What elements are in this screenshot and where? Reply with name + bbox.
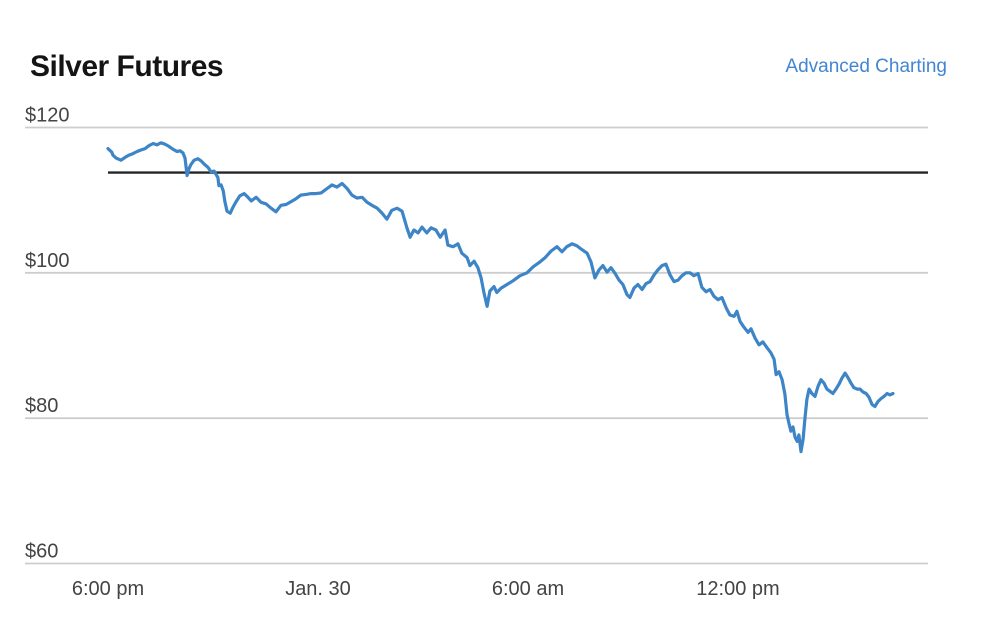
y-tick-label: $120 (25, 105, 70, 127)
x-tick-label: Jan. 30 (285, 578, 351, 600)
advanced-charting-link[interactable]: Advanced Charting (785, 56, 947, 77)
y-tick-label: $100 (25, 250, 70, 272)
x-tick-label: 6:00 pm (72, 578, 144, 600)
y-tick-label: $60 (25, 541, 58, 563)
x-tick-label: 6:00 am (492, 578, 564, 600)
page-title: Silver Futures (30, 50, 224, 83)
x-tick-label: 12:00 pm (696, 578, 779, 600)
y-tick-label: $80 (25, 395, 58, 417)
price-line (106, 141, 895, 454)
